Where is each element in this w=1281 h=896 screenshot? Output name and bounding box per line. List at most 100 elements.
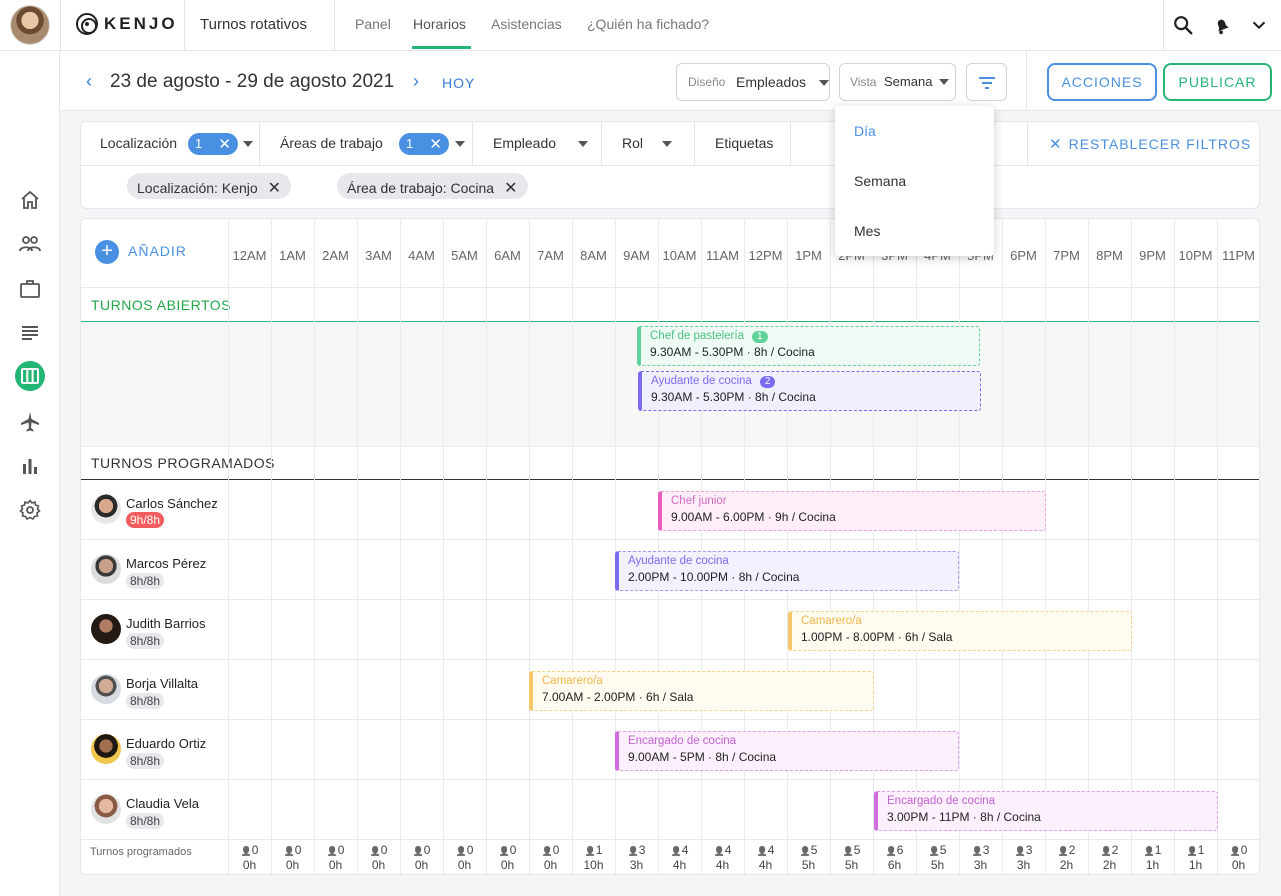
employee-name[interactable]: Carlos Sánchez bbox=[126, 496, 218, 511]
view-option-mes[interactable]: Mes bbox=[854, 223, 881, 239]
employee-name[interactable]: Judith Barrios bbox=[126, 616, 206, 631]
grid-column-line bbox=[1174, 219, 1175, 874]
filter-work-areas-count[interactable]: 1 ✕ bbox=[399, 133, 449, 155]
footer-count: 👤5 bbox=[787, 843, 830, 858]
caret-down-icon[interactable] bbox=[455, 141, 465, 147]
caret-down-icon bbox=[819, 80, 829, 86]
footer-count: 👤4 bbox=[744, 843, 787, 858]
chip-label: Área de trabajo: Cocina bbox=[347, 180, 495, 196]
add-button[interactable]: + bbox=[95, 240, 119, 264]
footer-hours: 4h bbox=[715, 858, 730, 872]
add-label[interactable]: AÑADIR bbox=[128, 243, 187, 259]
employee-name[interactable]: Claudia Vela bbox=[126, 796, 199, 811]
nav-panel[interactable]: Panel bbox=[355, 16, 391, 32]
design-select[interactable]: Diseño Empleados bbox=[676, 63, 830, 101]
filter-location-count[interactable]: 1 ✕ bbox=[188, 133, 238, 155]
gear-icon[interactable] bbox=[18, 498, 42, 522]
publish-button[interactable]: PUBLICAR bbox=[1163, 63, 1272, 101]
shift-card[interactable]: Chef junior 9.00AM - 6.00PM · 9h / Cocina bbox=[658, 491, 1046, 531]
footer-count-value: 0 bbox=[423, 843, 431, 857]
close-icon[interactable]: ✕ bbox=[267, 180, 282, 197]
grid-row-line bbox=[81, 287, 1259, 288]
search-icon[interactable] bbox=[1172, 14, 1194, 36]
grid-column-line bbox=[271, 219, 272, 874]
shift-card[interactable]: Ayudante de cocina 2.00PM - 10.00PM · 8h … bbox=[615, 551, 959, 591]
user-avatar[interactable] bbox=[10, 5, 50, 45]
briefcase-icon[interactable] bbox=[18, 277, 42, 301]
hour-label: 7PM bbox=[1053, 248, 1080, 263]
open-shift-card[interactable]: Chef de pastelería 1 9.30AM - 5.30PM · 8h … bbox=[637, 326, 980, 366]
hour-label: 9PM bbox=[1139, 248, 1166, 263]
close-icon[interactable]: ✕ bbox=[429, 136, 442, 153]
shift-card[interactable]: Encargado de cocina 3.00PM - 11PM · 8h / … bbox=[874, 791, 1218, 831]
hour-label: 11PM bbox=[1222, 248, 1255, 263]
footer-hours: 0h bbox=[242, 858, 257, 872]
view-option-dia[interactable]: Día bbox=[854, 123, 876, 139]
footer-hours: 0h bbox=[457, 858, 472, 872]
view-option-semana[interactable]: Semana bbox=[854, 173, 907, 189]
employee-avatar bbox=[91, 614, 121, 644]
caret-down-icon[interactable] bbox=[578, 141, 588, 147]
hour-label: 6AM bbox=[494, 248, 521, 263]
hour-label: 8AM bbox=[580, 248, 607, 263]
shift-role: Chef de pastelería 1 bbox=[650, 330, 979, 345]
open-count-badge: 2 bbox=[759, 376, 776, 388]
shift-role: Camarero/a bbox=[542, 675, 603, 687]
reset-filters-button[interactable]: ✕ RESTABLECER FILTROS bbox=[1049, 135, 1251, 153]
person-icon: 👤 bbox=[928, 846, 940, 856]
footer-hours: 1h bbox=[1188, 858, 1203, 872]
prev-week-button[interactable]: ‹ bbox=[86, 71, 92, 91]
chevron-down-icon[interactable] bbox=[1248, 14, 1270, 36]
hour-label: 7AM bbox=[537, 248, 564, 263]
bar-chart-icon[interactable] bbox=[18, 454, 42, 478]
person-icon: 👤 bbox=[326, 846, 338, 856]
home-icon[interactable] bbox=[18, 188, 42, 212]
airplane-icon[interactable] bbox=[18, 410, 42, 434]
schedule-icon[interactable] bbox=[15, 361, 45, 391]
today-button[interactable]: HOY bbox=[442, 75, 476, 91]
person-icon: 👤 bbox=[627, 846, 639, 856]
shift-card[interactable]: Encargado de cocina 9.00AM - 5PM · 8h / C… bbox=[615, 731, 959, 771]
view-select[interactable]: Vista Semana bbox=[839, 63, 956, 101]
footer-hours: 5h bbox=[930, 858, 945, 872]
people-icon[interactable] bbox=[18, 232, 42, 256]
open-shift-card[interactable]: Ayudante de cocina 2 9.30AM - 5.30PM · 8h … bbox=[638, 371, 981, 411]
person-icon: 👤 bbox=[885, 846, 897, 856]
filter-location-label[interactable]: Localización bbox=[100, 135, 178, 151]
shift-card[interactable]: Camarero/a 7.00AM - 2.00PM · 6h / Sala bbox=[529, 671, 874, 711]
actions-button[interactable]: ACCIONES bbox=[1047, 63, 1157, 101]
grid-column-line bbox=[1002, 219, 1003, 874]
bell-icon[interactable] bbox=[1211, 14, 1233, 36]
hour-label: 10AM bbox=[662, 248, 697, 263]
filter-employee-label[interactable]: Empleado bbox=[493, 135, 557, 151]
caret-down-icon bbox=[939, 79, 949, 85]
nav-horarios[interactable]: Horarios bbox=[413, 16, 466, 32]
divider bbox=[472, 122, 473, 165]
employee-name[interactable]: Marcos Pérez bbox=[126, 556, 207, 571]
shift-time: 1.00PM - 8.00PM · 6h / Sala bbox=[801, 630, 953, 644]
close-icon[interactable]: ✕ bbox=[218, 136, 231, 153]
caret-down-icon[interactable] bbox=[243, 141, 253, 147]
filter-work-areas-label[interactable]: Áreas de trabajo bbox=[280, 135, 383, 151]
shift-card[interactable]: Camarero/a 1.00PM - 8.00PM · 6h / Sala bbox=[788, 611, 1132, 651]
filter-tags-label[interactable]: Etiquetas bbox=[715, 135, 774, 151]
employee-name[interactable]: Eduardo Ortiz bbox=[126, 736, 207, 751]
employee-avatar bbox=[91, 794, 121, 824]
nav-asistencias[interactable]: Asistencias bbox=[491, 16, 562, 32]
grid-column-line bbox=[615, 219, 616, 874]
person-icon: 👤 bbox=[455, 846, 467, 856]
next-week-button[interactable]: › bbox=[413, 71, 419, 91]
shift-time: 7.00AM - 2.00PM · 6h / Sala bbox=[542, 690, 694, 704]
filter-button[interactable] bbox=[966, 63, 1007, 101]
divider bbox=[694, 122, 695, 165]
grid-column-line bbox=[1217, 219, 1218, 874]
footer-hour-cell: 👤4 4h bbox=[744, 843, 787, 872]
caret-down-icon[interactable] bbox=[662, 141, 672, 147]
employee-name[interactable]: Borja Villalta bbox=[126, 676, 199, 691]
nav-quien-ha-fichado[interactable]: ¿Quién ha fichado? bbox=[587, 16, 710, 32]
filter-role-label[interactable]: Rol bbox=[622, 135, 644, 151]
logo[interactable]: KENJO bbox=[76, 13, 178, 35]
close-icon[interactable]: ✕ bbox=[504, 180, 518, 197]
hour-label: 10PM bbox=[1178, 248, 1213, 263]
list-icon[interactable] bbox=[18, 321, 42, 345]
